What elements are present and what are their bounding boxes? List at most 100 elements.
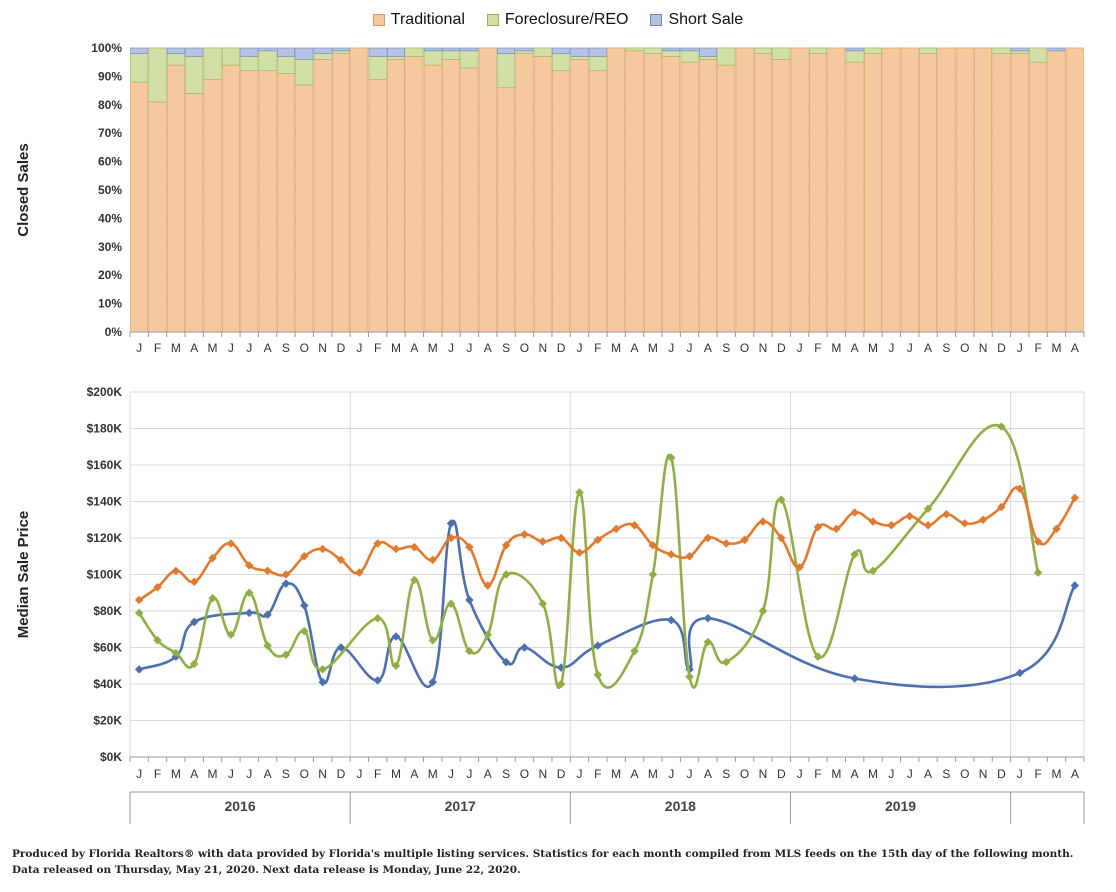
x-month-label: M: [391, 341, 401, 355]
y-tick-label: $200K: [87, 385, 123, 399]
point-traditional: [410, 542, 419, 552]
bar-foreclosure: [552, 53, 571, 72]
x-month-label: F: [374, 767, 381, 781]
point-foreclosure: [373, 614, 382, 623]
point-short-sale: [336, 643, 346, 652]
x-month-label: J: [1017, 341, 1023, 355]
x-month-label: M: [171, 341, 181, 355]
x-month-label: M: [831, 341, 841, 355]
x-month-label: D: [337, 341, 346, 355]
bar-short-sale: [1010, 47, 1029, 52]
point-short-sale: [666, 615, 676, 625]
point-foreclosure: [300, 626, 309, 636]
bar-foreclosure: [625, 47, 644, 52]
bar-traditional: [753, 53, 772, 333]
point-traditional: [171, 566, 181, 576]
point-traditional: [905, 511, 914, 521]
legend-item-traditional: Traditional: [372, 11, 465, 29]
bar-traditional: [387, 59, 405, 333]
legend-label-short-sale: Short Sale: [668, 11, 744, 28]
point-traditional: [538, 537, 548, 546]
bar-foreclosure: [992, 47, 1011, 54]
bar-traditional: [900, 47, 919, 333]
bar-traditional: [717, 64, 736, 333]
bar-traditional: [423, 64, 442, 333]
bar-traditional: [772, 59, 791, 333]
point-foreclosure: [685, 672, 694, 681]
x-month-label: J: [136, 767, 142, 781]
bar-foreclosure: [845, 50, 864, 63]
bar-traditional: [515, 53, 534, 333]
bar-short-sale: [588, 47, 607, 57]
bar-short-sale: [240, 47, 259, 57]
bar-foreclosure: [130, 53, 149, 83]
x-month-label: A: [924, 341, 932, 355]
legend-swatch-traditional: [372, 14, 385, 26]
point-traditional: [465, 542, 474, 552]
bar-short-sale: [387, 47, 405, 57]
point-traditional: [978, 515, 988, 524]
x-month-label: J: [687, 341, 693, 355]
x-month-label: A: [851, 767, 859, 781]
x-month-label: J: [228, 341, 234, 355]
point-traditional: [318, 544, 327, 554]
x-month-label: J: [576, 767, 582, 781]
x-month-label: M: [391, 767, 401, 781]
year-label: 2018: [665, 798, 696, 814]
y-tick-label: 70%: [98, 126, 122, 140]
x-month-label: M: [428, 341, 438, 355]
y-tick-label: $40K: [93, 677, 122, 691]
closed-sales-chart: 0%10%20%30%40%50%60%70%80%90%100%J F M A M J J…: [15, 41, 1085, 355]
point-foreclosure: [556, 679, 566, 689]
x-month-label: O: [740, 767, 749, 781]
y-axis-title: Closed Sales: [15, 143, 32, 236]
point-traditional: [611, 524, 621, 534]
bar-short-sale: [680, 47, 699, 52]
bar-traditional: [442, 59, 461, 333]
bar-traditional: [258, 70, 277, 333]
point-traditional: [648, 541, 658, 550]
bar-traditional: [533, 56, 552, 333]
x-month-label: J: [687, 767, 693, 781]
bar-foreclosure: [662, 50, 681, 57]
x-month-label: S: [282, 767, 290, 781]
y-tick-label: $180K: [87, 422, 123, 436]
bar-foreclosure: [460, 50, 479, 69]
bar-foreclosure: [221, 47, 240, 66]
x-month-label: J: [907, 341, 913, 355]
x-month-label: D: [557, 341, 566, 355]
bar-short-sale: [258, 47, 277, 52]
point-traditional: [777, 533, 786, 543]
bar-short-sale: [497, 47, 516, 54]
bar-short-sale: [423, 47, 442, 52]
point-foreclosure: [666, 453, 676, 462]
x-month-label: J: [356, 767, 362, 781]
y-tick-label: 30%: [98, 240, 122, 254]
x-month-label: A: [1071, 767, 1079, 781]
point-foreclosure: [483, 630, 492, 639]
bar-foreclosure: [405, 47, 424, 57]
point-traditional: [281, 570, 291, 579]
bar-foreclosure: [643, 47, 662, 54]
bar-short-sale: [662, 47, 681, 52]
bar-foreclosure: [313, 53, 332, 60]
x-month-label: D: [997, 341, 1006, 355]
x-month-label: M: [1051, 767, 1061, 781]
point-traditional: [887, 520, 896, 530]
bar-traditional: [295, 84, 314, 333]
bar-short-sale: [166, 47, 185, 54]
point-short-sale: [245, 608, 254, 618]
bar-traditional: [1065, 47, 1084, 333]
x-month-label: M: [868, 767, 878, 781]
point-traditional: [960, 519, 969, 528]
point-foreclosure: [465, 646, 474, 656]
x-month-label: A: [264, 341, 272, 355]
bar-short-sale: [515, 47, 534, 52]
bar-short-sale: [845, 47, 864, 52]
x-month-label: M: [208, 767, 218, 781]
chart-legend: Traditional Foreclosure/REO Short Sale: [0, 8, 1116, 32]
bar-foreclosure: [772, 47, 791, 60]
bar-short-sale: [185, 47, 204, 57]
x-month-label: A: [484, 767, 492, 781]
